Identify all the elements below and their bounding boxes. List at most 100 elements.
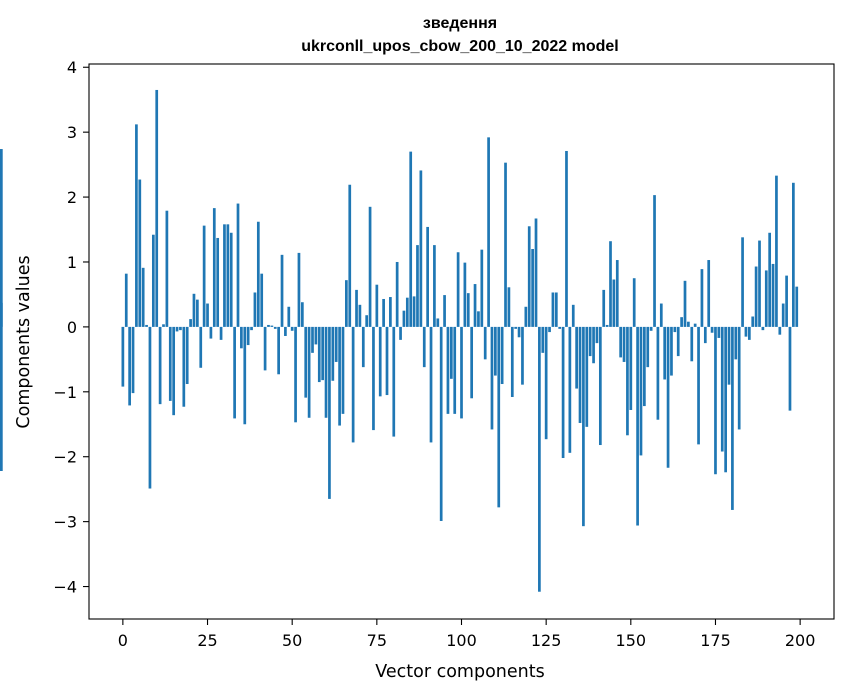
bar-60 (324, 326, 328, 418)
bar-199 (795, 286, 799, 327)
bar-178 (724, 326, 727, 473)
bar-94 (439, 326, 443, 521)
bar-198 (792, 182, 795, 327)
bar-95 (443, 295, 446, 327)
bar-154 (643, 326, 646, 407)
bar-118 (521, 326, 524, 385)
bar-8 (148, 326, 152, 489)
bar-52 (297, 252, 301, 327)
bar-31 (226, 224, 230, 327)
bar-164 (676, 326, 680, 357)
bar-112 (500, 326, 504, 385)
bar-50 (290, 326, 294, 331)
bar-109 (490, 326, 494, 430)
x-axis-label: Vector components (375, 662, 544, 682)
bar-99 (456, 252, 460, 327)
bar-86 (412, 296, 416, 327)
bar-155 (646, 326, 650, 368)
bar-53 (300, 302, 304, 327)
bar-79 (389, 297, 392, 327)
bar-63 (334, 326, 338, 362)
bar-91 (429, 326, 433, 443)
bar-65 (341, 326, 345, 414)
bar-197 (788, 326, 792, 411)
y-tick-label: 2 (67, 188, 77, 207)
bar-153 (639, 326, 643, 456)
bar-148 (622, 326, 626, 362)
bar-100 (460, 326, 463, 419)
bar-180 (731, 326, 734, 510)
bar-159 (659, 303, 663, 327)
bar-144 (609, 241, 612, 327)
bar-49 (287, 306, 291, 327)
bar-196 (785, 275, 788, 327)
bar-130 (561, 326, 565, 459)
bar-16 (175, 326, 179, 332)
bar-195 (781, 303, 785, 327)
bar-122 (534, 218, 538, 327)
bar-54 (304, 326, 308, 398)
bar-103 (470, 326, 474, 399)
bar-151 (632, 278, 636, 327)
bar-189 (761, 326, 765, 331)
bar-9 (151, 234, 155, 327)
bar-20 (189, 319, 192, 327)
bar-85 (409, 151, 413, 327)
bar-101 (463, 262, 467, 327)
bar-139 (592, 326, 595, 364)
bar-134 (575, 326, 578, 389)
bar-90 (426, 226, 429, 327)
y-tick-label: −4 (53, 578, 77, 597)
bar-80 (392, 326, 396, 437)
bar-175 (714, 326, 717, 475)
bar-166 (683, 280, 687, 327)
bar-133 (571, 304, 575, 327)
bar-147 (619, 326, 623, 358)
bar-146 (615, 260, 619, 327)
bar-87 (416, 245, 419, 327)
bar-193 (775, 175, 778, 327)
bar-47 (280, 254, 284, 327)
bar-38 (250, 326, 253, 331)
x-tick-label: 50 (282, 631, 302, 650)
bar-45 (273, 326, 277, 329)
bar-194 (778, 326, 782, 335)
bar-110 (494, 326, 497, 376)
bar-19 (185, 326, 189, 385)
bar-5 (138, 179, 142, 327)
bar-150 (629, 326, 633, 410)
bar-142 (602, 289, 606, 327)
bar-78 (385, 326, 389, 396)
bar-46 (277, 326, 280, 375)
bar-41 (260, 273, 264, 327)
bar-81 (395, 261, 399, 327)
bar-undefined (0, 302, 3, 327)
bar-68 (351, 326, 355, 443)
bar-82 (399, 326, 402, 340)
bar-125 (544, 326, 548, 440)
bar-10 (155, 89, 159, 327)
bar-89 (422, 326, 426, 368)
y-tick-label: 1 (67, 253, 77, 272)
bar-57 (314, 326, 318, 345)
bar-113 (504, 162, 507, 327)
bar-191 (768, 232, 772, 327)
bar-undefined (0, 326, 3, 471)
bar-62 (331, 326, 335, 381)
bar-119 (524, 306, 528, 327)
plot-frame (88, 63, 835, 620)
x-axis-ticks: 0 25 50 75 100 125 150 175 200 (118, 619, 815, 650)
bar-4 (135, 124, 138, 327)
bar-181 (734, 326, 738, 360)
bar-176 (717, 326, 721, 338)
bar-114 (507, 287, 511, 327)
bar-30 (223, 224, 226, 327)
bar-179 (727, 326, 731, 385)
bar-77 (382, 298, 385, 327)
bar-2 (128, 326, 131, 406)
y-axis-label: Components values (14, 255, 34, 428)
bar-84 (405, 297, 409, 327)
bar-48 (284, 326, 287, 336)
x-tick-label: 125 (531, 631, 562, 650)
bar-124 (541, 326, 545, 353)
